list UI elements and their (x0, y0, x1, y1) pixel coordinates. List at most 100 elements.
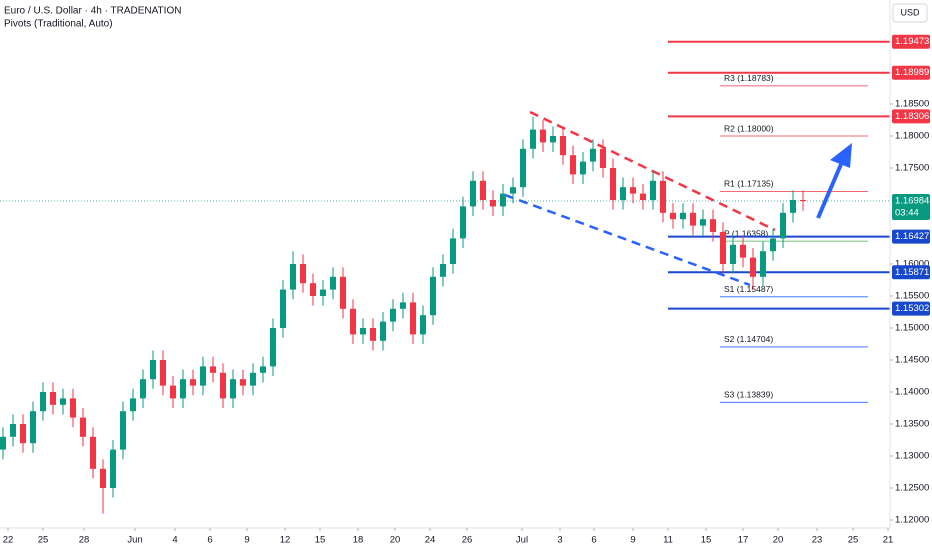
candle-body (620, 187, 626, 200)
candle-body (130, 398, 136, 412)
price-tag (892, 229, 930, 244)
candle-body (760, 251, 766, 277)
candle-body (680, 212, 686, 220)
y-tick-label: 1.15500 (895, 291, 929, 302)
candle-body (300, 264, 306, 284)
candle-body (490, 200, 496, 207)
candle-body (360, 328, 366, 335)
chart-subtitle: Pivots (Traditional, Auto) (4, 19, 113, 30)
last-price-label: 1.16984 (895, 196, 929, 207)
candle-body (160, 360, 166, 386)
candle-body (650, 180, 656, 200)
x-tick-label: 15 (701, 535, 712, 546)
candle-body (390, 308, 396, 322)
candle-body (610, 168, 616, 200)
x-tick-label: 11 (663, 535, 673, 546)
x-tick-label: Jun (127, 535, 142, 546)
x-tick-label: 25 (848, 535, 859, 546)
candle-body (480, 180, 486, 200)
y-tick-label: 1.18500 (895, 99, 929, 110)
countdown-label: 03:44 (895, 208, 919, 219)
candle-body (570, 155, 576, 175)
candle-body (500, 193, 506, 207)
candle-body (700, 219, 706, 226)
x-tick-label: 26 (462, 535, 473, 546)
candle-body (60, 398, 66, 405)
candle-body (750, 257, 756, 277)
candle-body (170, 385, 176, 399)
x-tick-label: 28 (79, 535, 90, 546)
candle-body (510, 187, 516, 194)
pivot-label: S2 (1.14704) (724, 334, 773, 344)
candle-body (110, 449, 116, 488)
plot-area: R3 (1.18783) R2 (1.18000) R1 (1.17135) P (1… (0, 40, 890, 514)
price-tag (892, 65, 930, 80)
candle-body (280, 289, 286, 328)
candle-body (180, 379, 186, 399)
candle-body (410, 302, 416, 335)
arrow-shaft (816, 161, 844, 219)
candle-body (710, 219, 716, 232)
candle-body (310, 283, 316, 296)
y-tick-label: 1.13000 (895, 451, 929, 462)
candle-body (30, 411, 36, 444)
y-tick-label: 1.17500 (895, 163, 929, 174)
pivot-label: R2 (1.18000) (724, 123, 774, 133)
candle-body (260, 366, 266, 373)
y-tick-label: 1.14000 (895, 387, 929, 398)
candle-body (730, 244, 736, 264)
price-tag (892, 301, 930, 316)
candle-body (660, 180, 666, 213)
price-tag-label: 1.19473 (895, 36, 929, 47)
candle-body (20, 424, 26, 444)
candle-body (450, 238, 456, 264)
candle-body (340, 276, 346, 309)
candle-body (530, 129, 536, 149)
x-tick-label: 20 (773, 535, 784, 546)
x-tick-label: 18 (353, 535, 364, 546)
candle-body (250, 372, 256, 386)
candle-body (90, 436, 96, 469)
candle-body (140, 379, 146, 399)
candle-body (370, 328, 376, 341)
candle-body (630, 187, 636, 194)
candle-body (400, 302, 406, 309)
price-tag-label: 1.18989 (895, 67, 929, 78)
candle-body (430, 276, 436, 316)
x-tick-label: Jul (516, 535, 528, 546)
price-tag (892, 109, 930, 124)
y-tick-label: 1.12500 (895, 483, 929, 494)
pivot-label: R1 (1.17135) (724, 179, 774, 189)
candle-body (290, 264, 296, 290)
x-tick-label: 12 (280, 535, 291, 546)
candle-body (640, 193, 646, 200)
x-tick-label: 3 (557, 535, 562, 546)
candle-body (10, 424, 16, 437)
x-tick-label: 24 (425, 535, 436, 546)
candle-body (550, 136, 556, 143)
candle-body (200, 366, 206, 386)
candle-body (770, 238, 776, 252)
candle-body (520, 148, 526, 188)
forecast-arrow (816, 143, 852, 219)
price-tag-label: 1.16427 (895, 231, 929, 242)
candle-body (420, 315, 426, 335)
pivot-label: S1 (1.15487) (724, 284, 773, 294)
candle-body (120, 411, 126, 450)
currency-button[interactable] (892, 3, 928, 23)
candle-body (80, 417, 86, 437)
x-tick-label: 23 (812, 535, 823, 546)
pivot-label: P (1.16358) (724, 228, 768, 238)
y-tick-label: 1.16000 (895, 259, 929, 270)
candle-body (690, 212, 696, 226)
candle-body (330, 276, 336, 290)
x-tick-label: 15 (315, 535, 326, 546)
candle-body (240, 379, 246, 386)
currency-label[interactable]: USD (900, 7, 920, 17)
candle-body (380, 321, 386, 341)
x-tick-label: 25 (38, 535, 49, 546)
x-tick-label: 4 (172, 535, 177, 546)
last-price-tag (892, 194, 930, 221)
